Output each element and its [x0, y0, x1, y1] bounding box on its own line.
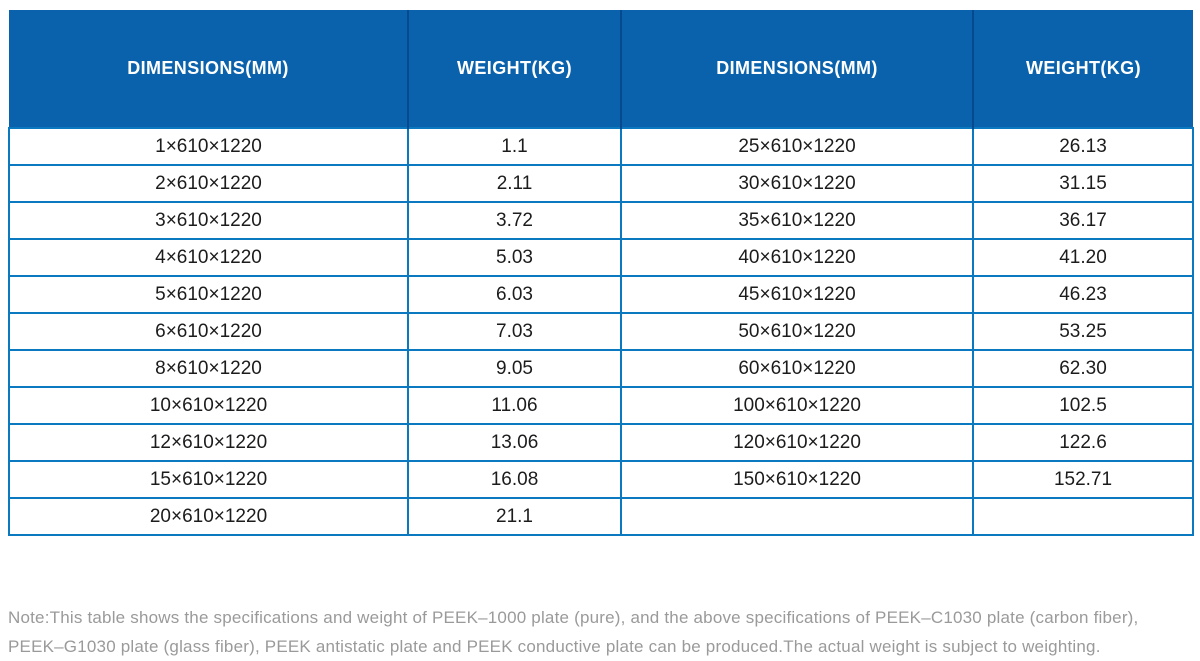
spec-table: DIMENSIONS(MM) WEIGHT(KG) DIMENSIONS(MM) WE… — [8, 10, 1194, 536]
table-cell: 152.71 — [972, 460, 1194, 499]
table-cell: 21.1 — [407, 497, 622, 536]
table-cell: 13.06 — [407, 423, 622, 462]
table-cell: 35×610×1220 — [620, 201, 974, 240]
table-cell — [620, 497, 974, 536]
table-cell: 6×610×1220 — [8, 312, 409, 351]
table-cell: 102.5 — [972, 386, 1194, 425]
table-cell: 41.20 — [972, 238, 1194, 277]
table-row: 4×610×1220 5.03 40×610×1220 41.20 — [8, 238, 1194, 277]
table-cell: 2×610×1220 — [8, 164, 409, 203]
table-cell: 12×610×1220 — [8, 423, 409, 462]
table-cell: 50×610×1220 — [620, 312, 974, 351]
table-cell: 5.03 — [407, 238, 622, 277]
table-cell: 46.23 — [972, 275, 1194, 314]
table-header-row: DIMENSIONS(MM) WEIGHT(KG) DIMENSIONS(MM) WE… — [9, 10, 1193, 128]
table-cell: 8×610×1220 — [8, 349, 409, 388]
table-cell: 150×610×1220 — [620, 460, 974, 499]
table-cell: 122.6 — [972, 423, 1194, 462]
table-cell: 120×610×1220 — [620, 423, 974, 462]
table-cell: 15×610×1220 — [8, 460, 409, 499]
table-cell: 1×610×1220 — [8, 127, 409, 166]
table-row: 10×610×1220 11.06 100×610×1220 102.5 — [8, 386, 1194, 425]
table-cell: 62.30 — [972, 349, 1194, 388]
table-cell: 3×610×1220 — [8, 201, 409, 240]
table-cell: 53.25 — [972, 312, 1194, 351]
header-cell: DIMENSIONS(MM) — [9, 10, 408, 128]
table-row: 15×610×1220 16.08 150×610×1220 152.71 — [8, 460, 1194, 499]
header-cell: WEIGHT(KG) — [972, 10, 1193, 128]
table-cell: 10×610×1220 — [8, 386, 409, 425]
table-cell: 30×610×1220 — [620, 164, 974, 203]
table-cell: 25×610×1220 — [620, 127, 974, 166]
table-cell: 45×610×1220 — [620, 275, 974, 314]
table-cell: 36.17 — [972, 201, 1194, 240]
note-line-2: PEEK–G1030 plate (glass fiber), PEEK ant… — [8, 637, 1101, 656]
table-cell: 4×610×1220 — [8, 238, 409, 277]
table-cell: 7.03 — [407, 312, 622, 351]
table-cell: 11.06 — [407, 386, 622, 425]
header-cell: WEIGHT(KG) — [407, 10, 621, 128]
table-row: 20×610×1220 21.1 — [8, 497, 1194, 536]
table-cell: 31.15 — [972, 164, 1194, 203]
table-cell: 26.13 — [972, 127, 1194, 166]
table-row: 8×610×1220 9.05 60×610×1220 62.30 — [8, 349, 1194, 388]
header-cell: DIMENSIONS(MM) — [620, 10, 973, 128]
table-cell: 5×610×1220 — [8, 275, 409, 314]
table-cell: 40×610×1220 — [620, 238, 974, 277]
table-cell: 100×610×1220 — [620, 386, 974, 425]
table-cell: 3.72 — [407, 201, 622, 240]
table-row: 2×610×1220 2.11 30×610×1220 31.15 — [8, 164, 1194, 203]
table-row: 12×610×1220 13.06 120×610×1220 122.6 — [8, 423, 1194, 462]
table-cell: 2.11 — [407, 164, 622, 203]
table-cell: 6.03 — [407, 275, 622, 314]
table-row: 6×610×1220 7.03 50×610×1220 53.25 — [8, 312, 1194, 351]
table-cell: 60×610×1220 — [620, 349, 974, 388]
table-cell: 9.05 — [407, 349, 622, 388]
table-row: 3×610×1220 3.72 35×610×1220 36.17 — [8, 201, 1194, 240]
table-cell — [972, 497, 1194, 536]
note-text: Note:This table shows the specifications… — [8, 603, 1192, 661]
table-row: 5×610×1220 6.03 45×610×1220 46.23 — [8, 275, 1194, 314]
table-row: 1×610×1220 1.1 25×610×1220 26.13 — [8, 127, 1194, 166]
table-cell: 1.1 — [407, 127, 622, 166]
table-cell: 20×610×1220 — [8, 497, 409, 536]
table-cell: 16.08 — [407, 460, 622, 499]
note-line-1: Note:This table shows the specifications… — [8, 608, 1139, 627]
